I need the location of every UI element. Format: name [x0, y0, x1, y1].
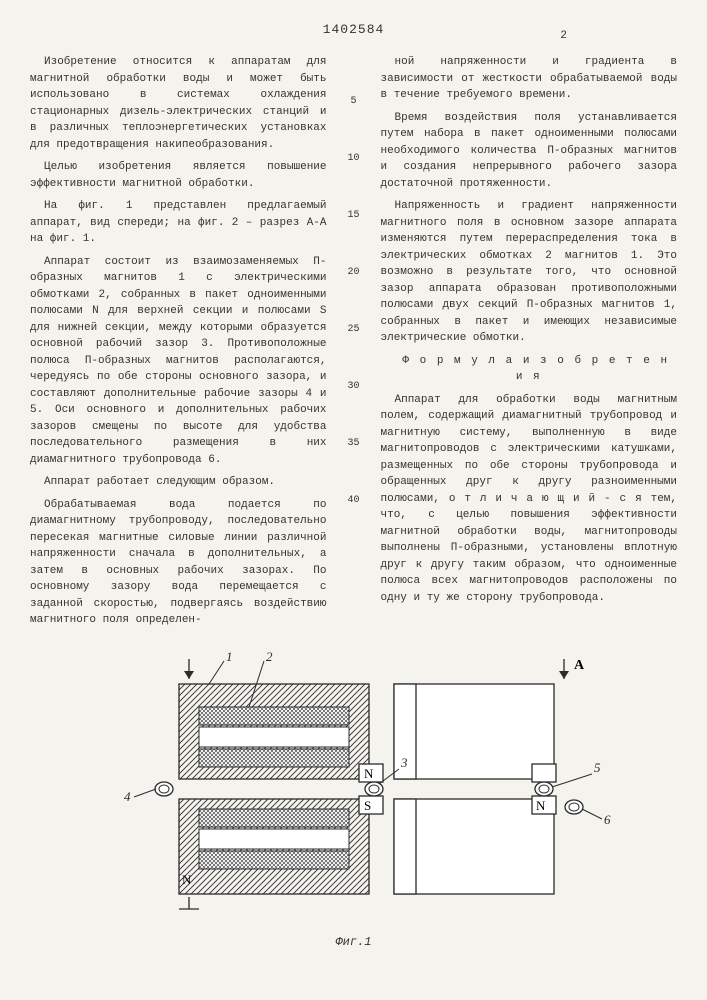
left-pipe	[155, 782, 173, 796]
svg-text:1: 1	[226, 649, 233, 664]
section-marker-bottom	[179, 897, 199, 909]
line-number: 35	[345, 436, 363, 451]
lower-magnets: S N	[179, 796, 383, 894]
figure-1: A N S S N N	[30, 649, 677, 951]
paragraph: Аппарат для обработки воды магнитным пол…	[381, 392, 678, 607]
lower-right-magnet: N	[394, 796, 556, 894]
svg-text:N: N	[536, 798, 546, 813]
central-pipe	[365, 782, 383, 796]
paragraph: На фиг. 1 представлен предлагаемый аппар…	[30, 198, 327, 248]
line-number: 5	[345, 94, 363, 109]
figure-caption: Фиг.1	[30, 933, 677, 951]
figure-svg: A N S S N N	[94, 649, 614, 929]
line-number: 10	[345, 151, 363, 166]
paragraph: Время воздействия поля устанавливается п…	[381, 110, 678, 193]
formula-heading: Ф о р м у л а и з о б р е т е н и я	[381, 353, 678, 386]
line-number: 30	[345, 379, 363, 394]
svg-text:N: N	[364, 766, 374, 781]
line-number-gutter: 5 10 15 20 25 30 35 40	[345, 54, 363, 635]
paragraph: Обрабатываемая вода подается по диамагни…	[30, 497, 327, 629]
svg-text:3: 3	[400, 755, 408, 770]
upper-right-magnet: S	[394, 684, 556, 782]
paragraph: Изобретение относится к аппаратам для ма…	[30, 54, 327, 153]
svg-text:S: S	[364, 798, 371, 813]
line-number: 25	[345, 322, 363, 337]
right-pipe	[535, 782, 553, 796]
paragraph: Аппарат состоит из взаимозаменяемых П-об…	[30, 254, 327, 469]
upper-magnets: N	[179, 684, 383, 782]
line-number: 40	[345, 493, 363, 508]
left-column: Изобретение относится к аппаратам для ма…	[30, 54, 327, 635]
svg-text:5: 5	[594, 760, 601, 775]
paragraph: Аппарат работает следующим образом.	[30, 474, 327, 491]
svg-text:6: 6	[604, 812, 611, 827]
section-marker-right: A	[559, 658, 585, 679]
far-right-pipe	[565, 800, 583, 814]
text-columns: Изобретение относится к аппаратам для ма…	[30, 54, 677, 635]
right-column: ной напряженности и градиента в зависимо…	[381, 54, 678, 635]
svg-text:N: N	[182, 872, 192, 887]
paragraph: ной напряженности и градиента в зависимо…	[381, 54, 678, 104]
svg-text:4: 4	[124, 789, 131, 804]
section-marker-left	[184, 659, 194, 679]
svg-text:2: 2	[266, 649, 273, 664]
paragraph: Целью изобретения является повышение эфф…	[30, 159, 327, 192]
line-number: 15	[345, 208, 363, 223]
paragraph: Напряженность и градиент напряженности м…	[381, 198, 678, 347]
line-number: 20	[345, 265, 363, 280]
svg-text:A: A	[574, 658, 585, 673]
